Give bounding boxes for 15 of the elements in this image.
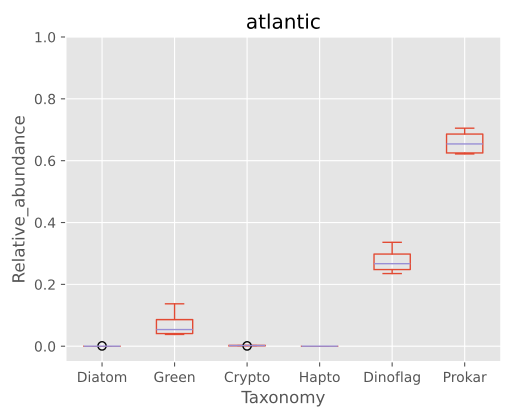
y-tick-label: 0.8 bbox=[34, 94, 56, 104]
x-tick-label: Crypto bbox=[224, 372, 270, 385]
x-tick-label: Prokar bbox=[444, 371, 487, 382]
x-tick-label: Diatom bbox=[78, 371, 126, 382]
x-axis-title: Taxonomy bbox=[241, 390, 325, 407]
chart-title: atlantic bbox=[247, 13, 320, 29]
x-tick-label: Green bbox=[154, 372, 194, 382]
y-tick-label: 0.4 bbox=[34, 217, 56, 228]
x-tick-label: Hapto bbox=[300, 372, 340, 385]
y-tick-label: 0.0 bbox=[34, 341, 56, 352]
y-axis-title: Relative_abundance bbox=[12, 116, 28, 282]
y-tick-label: 1.0 bbox=[35, 32, 56, 42]
x-tick-label: Dinoflag bbox=[364, 371, 420, 385]
y-tick-label: 0.6 bbox=[34, 156, 56, 166]
y-tick-label: 0.2 bbox=[34, 279, 55, 290]
